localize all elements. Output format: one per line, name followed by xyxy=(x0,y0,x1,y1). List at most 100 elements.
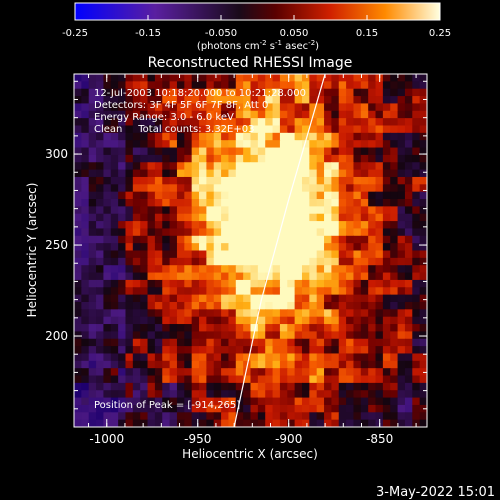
heatmap-cell xyxy=(331,118,340,127)
heatmap-cell xyxy=(419,301,427,310)
heatmap-cell xyxy=(301,265,310,274)
heatmap-cell xyxy=(360,81,369,90)
heatmap-cell xyxy=(397,368,406,377)
heatmap-cell xyxy=(81,265,90,274)
heatmap-cell xyxy=(404,162,413,171)
heatmap-cell xyxy=(154,81,163,90)
heatmap-cell xyxy=(118,382,127,391)
heatmap-cell xyxy=(243,125,252,134)
heatmap-cell xyxy=(169,265,178,274)
heatmap-cell xyxy=(228,184,237,193)
heatmap-cell xyxy=(338,316,347,325)
heatmap-cell xyxy=(294,199,303,207)
heatmap-cell xyxy=(419,412,427,421)
heatmap-cell xyxy=(279,74,288,82)
heatmap-cell xyxy=(110,265,119,274)
heatmap-cell xyxy=(346,132,355,141)
heatmap-cell xyxy=(221,397,230,406)
heatmap-cell xyxy=(110,228,119,237)
heatmap-cell xyxy=(221,199,230,207)
heatmap-cell xyxy=(221,382,230,391)
heatmap-cell xyxy=(419,235,427,244)
heatmap-cell xyxy=(154,74,163,82)
heatmap-cell xyxy=(81,360,90,369)
heatmap-cell xyxy=(176,382,185,391)
heatmap-cell xyxy=(353,96,362,105)
heatmap-cell xyxy=(228,390,237,399)
heatmap-cell xyxy=(184,103,193,112)
heatmap-cell xyxy=(279,368,288,377)
heatmap-cell xyxy=(162,169,171,178)
heatmap-cell xyxy=(147,257,156,266)
heatmap-cell xyxy=(301,397,310,406)
heatmap-cell xyxy=(316,397,325,406)
heatmap-cell xyxy=(88,103,97,112)
heatmap-cell xyxy=(169,316,178,325)
heatmap-cell xyxy=(301,176,310,185)
heatmap-cell xyxy=(103,162,112,171)
heatmap-cell xyxy=(382,81,391,90)
heatmap-cell xyxy=(382,88,391,97)
heatmap-cell xyxy=(265,382,274,391)
heatmap-cell xyxy=(88,324,97,332)
heatmap-cell xyxy=(390,309,399,318)
heatmap-cell xyxy=(74,96,82,105)
heatmap-cell xyxy=(316,191,325,200)
heatmap-cell xyxy=(228,103,237,112)
heatmap-cell xyxy=(88,184,97,193)
heatmap-cell xyxy=(257,176,266,185)
heatmap-cell xyxy=(162,147,171,156)
heatmap-cell xyxy=(316,169,325,178)
heatmap-cell xyxy=(125,81,134,90)
heatmap-cell xyxy=(199,103,207,112)
heatmap-cell xyxy=(147,74,156,82)
heatmap-cell xyxy=(140,382,149,391)
heatmap-cell xyxy=(243,206,252,215)
heatmap-cell xyxy=(206,110,215,119)
heatmap-cell xyxy=(397,382,406,391)
heatmap-cell xyxy=(316,257,325,266)
heatmap-cell xyxy=(346,368,355,377)
heatmap-cell xyxy=(96,287,105,296)
heatmap-cell xyxy=(243,419,252,427)
heatmap-cell xyxy=(162,243,171,252)
heatmap-cell xyxy=(257,250,266,259)
heatmap-cell xyxy=(125,279,134,288)
heatmap-cell xyxy=(132,74,141,82)
heatmap-cell xyxy=(221,110,230,119)
heatmap-cell xyxy=(360,353,369,362)
heatmap-cell xyxy=(206,257,215,266)
heatmap-cell xyxy=(287,272,296,281)
heatmap-cell xyxy=(74,390,82,399)
heatmap-cell xyxy=(213,346,222,355)
heatmap-cell xyxy=(96,346,105,355)
heatmap-cell xyxy=(81,206,90,215)
heatmap-cell xyxy=(191,346,200,355)
heatmap-cell xyxy=(257,287,266,296)
heatmap-cell xyxy=(316,81,325,90)
heatmap-cell xyxy=(235,221,244,230)
heatmap-cell xyxy=(103,294,112,303)
heatmap-cell xyxy=(316,88,325,97)
heatmap-cell xyxy=(199,176,207,185)
heatmap-cell xyxy=(404,118,413,127)
heatmap-cell xyxy=(140,419,149,427)
heatmap-cell xyxy=(96,324,105,332)
heatmap-cell xyxy=(213,257,222,266)
heatmap-cell xyxy=(88,132,97,141)
heatmap-cell xyxy=(309,265,318,274)
annotation-detectors: Detectors: 3F 4F 5F 6F 7F 8F, Att 0 xyxy=(94,100,268,111)
heatmap-cell xyxy=(228,338,237,347)
heatmap-cell xyxy=(324,397,332,406)
heatmap-cell xyxy=(140,140,149,149)
heatmap-cell xyxy=(199,257,207,266)
heatmap-cell xyxy=(309,324,318,332)
heatmap-cell xyxy=(250,390,259,399)
heatmap-cell xyxy=(184,279,193,288)
heatmap-cell xyxy=(243,346,252,355)
heatmap-cell xyxy=(184,176,193,185)
heatmap-cell xyxy=(199,250,207,259)
heatmap-cell xyxy=(272,235,281,244)
heatmap-cell xyxy=(279,176,288,185)
heatmap-cell xyxy=(118,360,127,369)
